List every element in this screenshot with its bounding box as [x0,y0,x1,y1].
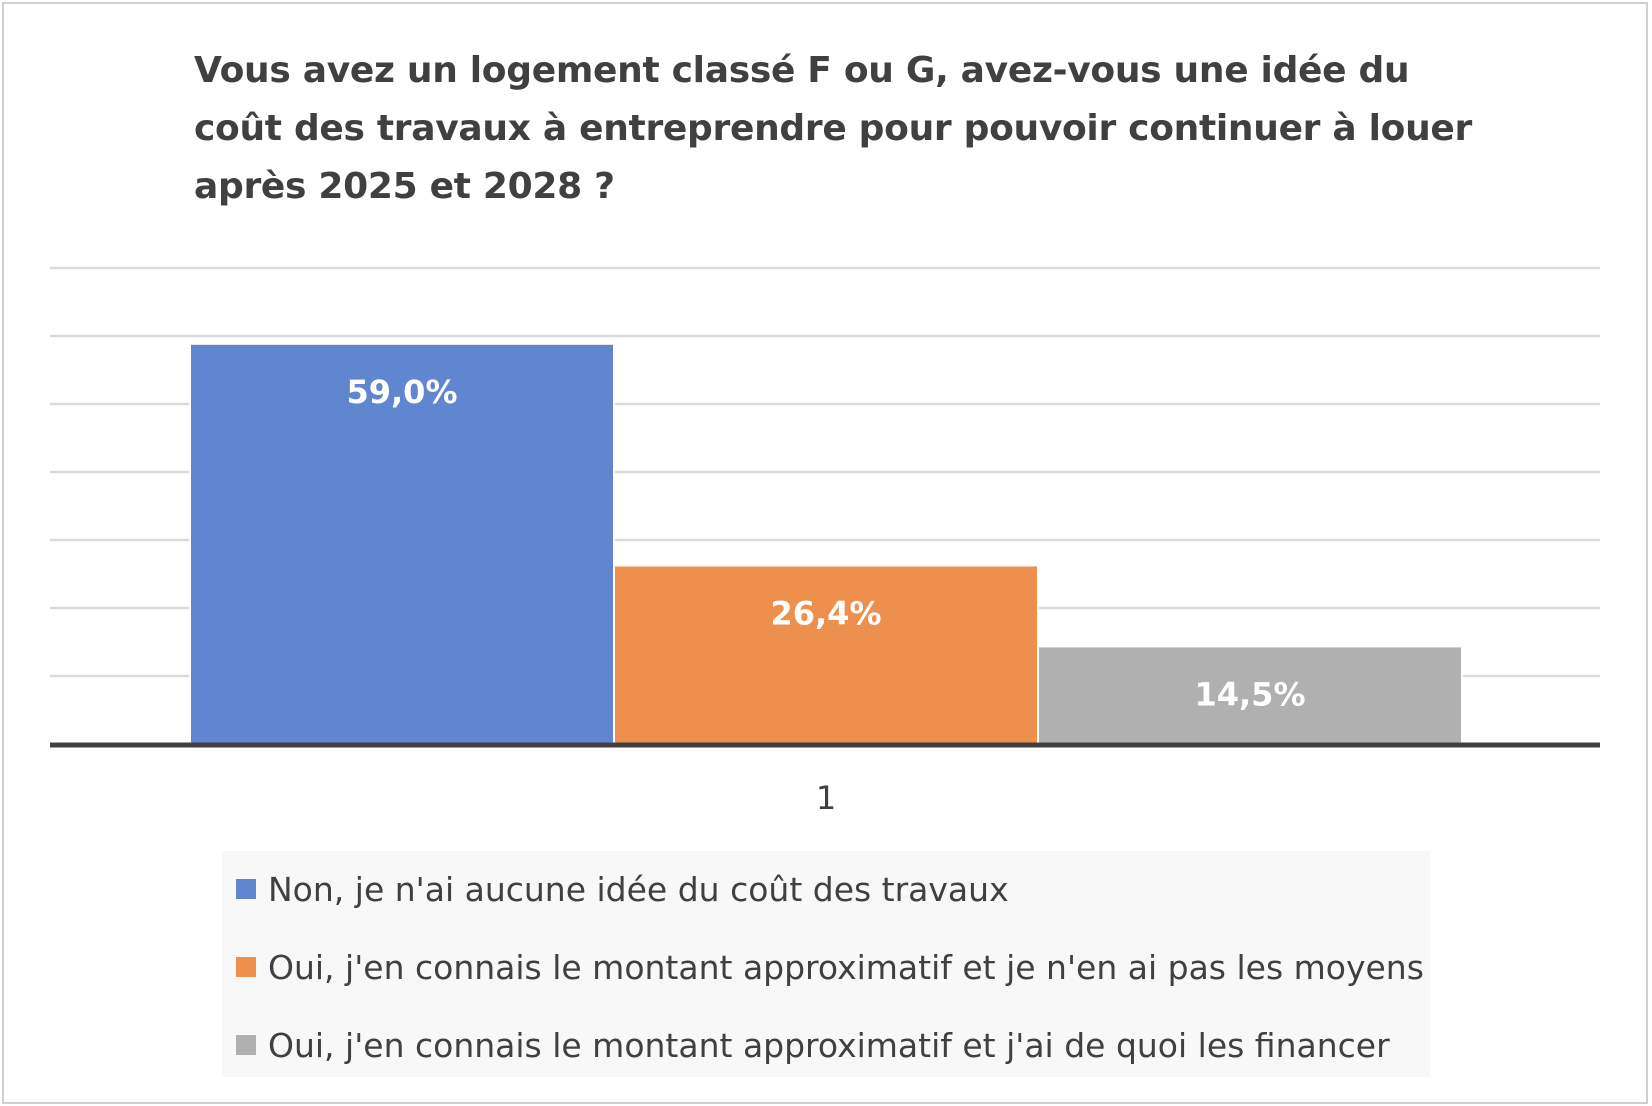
legend-item-2: Oui, j'en connais le montant approximati… [236,1025,1390,1065]
x-tick-labels: 1 [816,779,836,817]
legend-item-0: Non, je n'ai aucune idée du coût des tra… [236,869,1009,909]
legend-swatch-0 [236,879,256,899]
data-label-0: 59,0% [346,373,457,411]
legend-swatch-1 [236,957,256,977]
legend-label-0: Non, je n'ai aucune idée du coût des tra… [268,869,1009,909]
chart-title: Vous avez un logement classé F ou G, ave… [194,50,1472,207]
legend-swatch-2 [236,1035,256,1055]
data-label-2: 14,5% [1194,675,1305,713]
data-label-1: 26,4% [770,594,881,632]
bar-1 [613,564,1039,746]
x-tick-label-0: 1 [816,779,836,817]
legend-label-2: Oui, j'en connais le montant approximati… [268,1025,1390,1065]
legend: Non, je n'ai aucune idée du coût des tra… [222,851,1430,1077]
bar-2 [1037,645,1463,747]
legend-item-1: Oui, j'en connais le montant approximati… [236,947,1424,987]
bars: 59,0% 26,4% 14,5% [189,342,1463,747]
legend-label-1: Oui, j'en connais le montant approximati… [268,947,1424,987]
